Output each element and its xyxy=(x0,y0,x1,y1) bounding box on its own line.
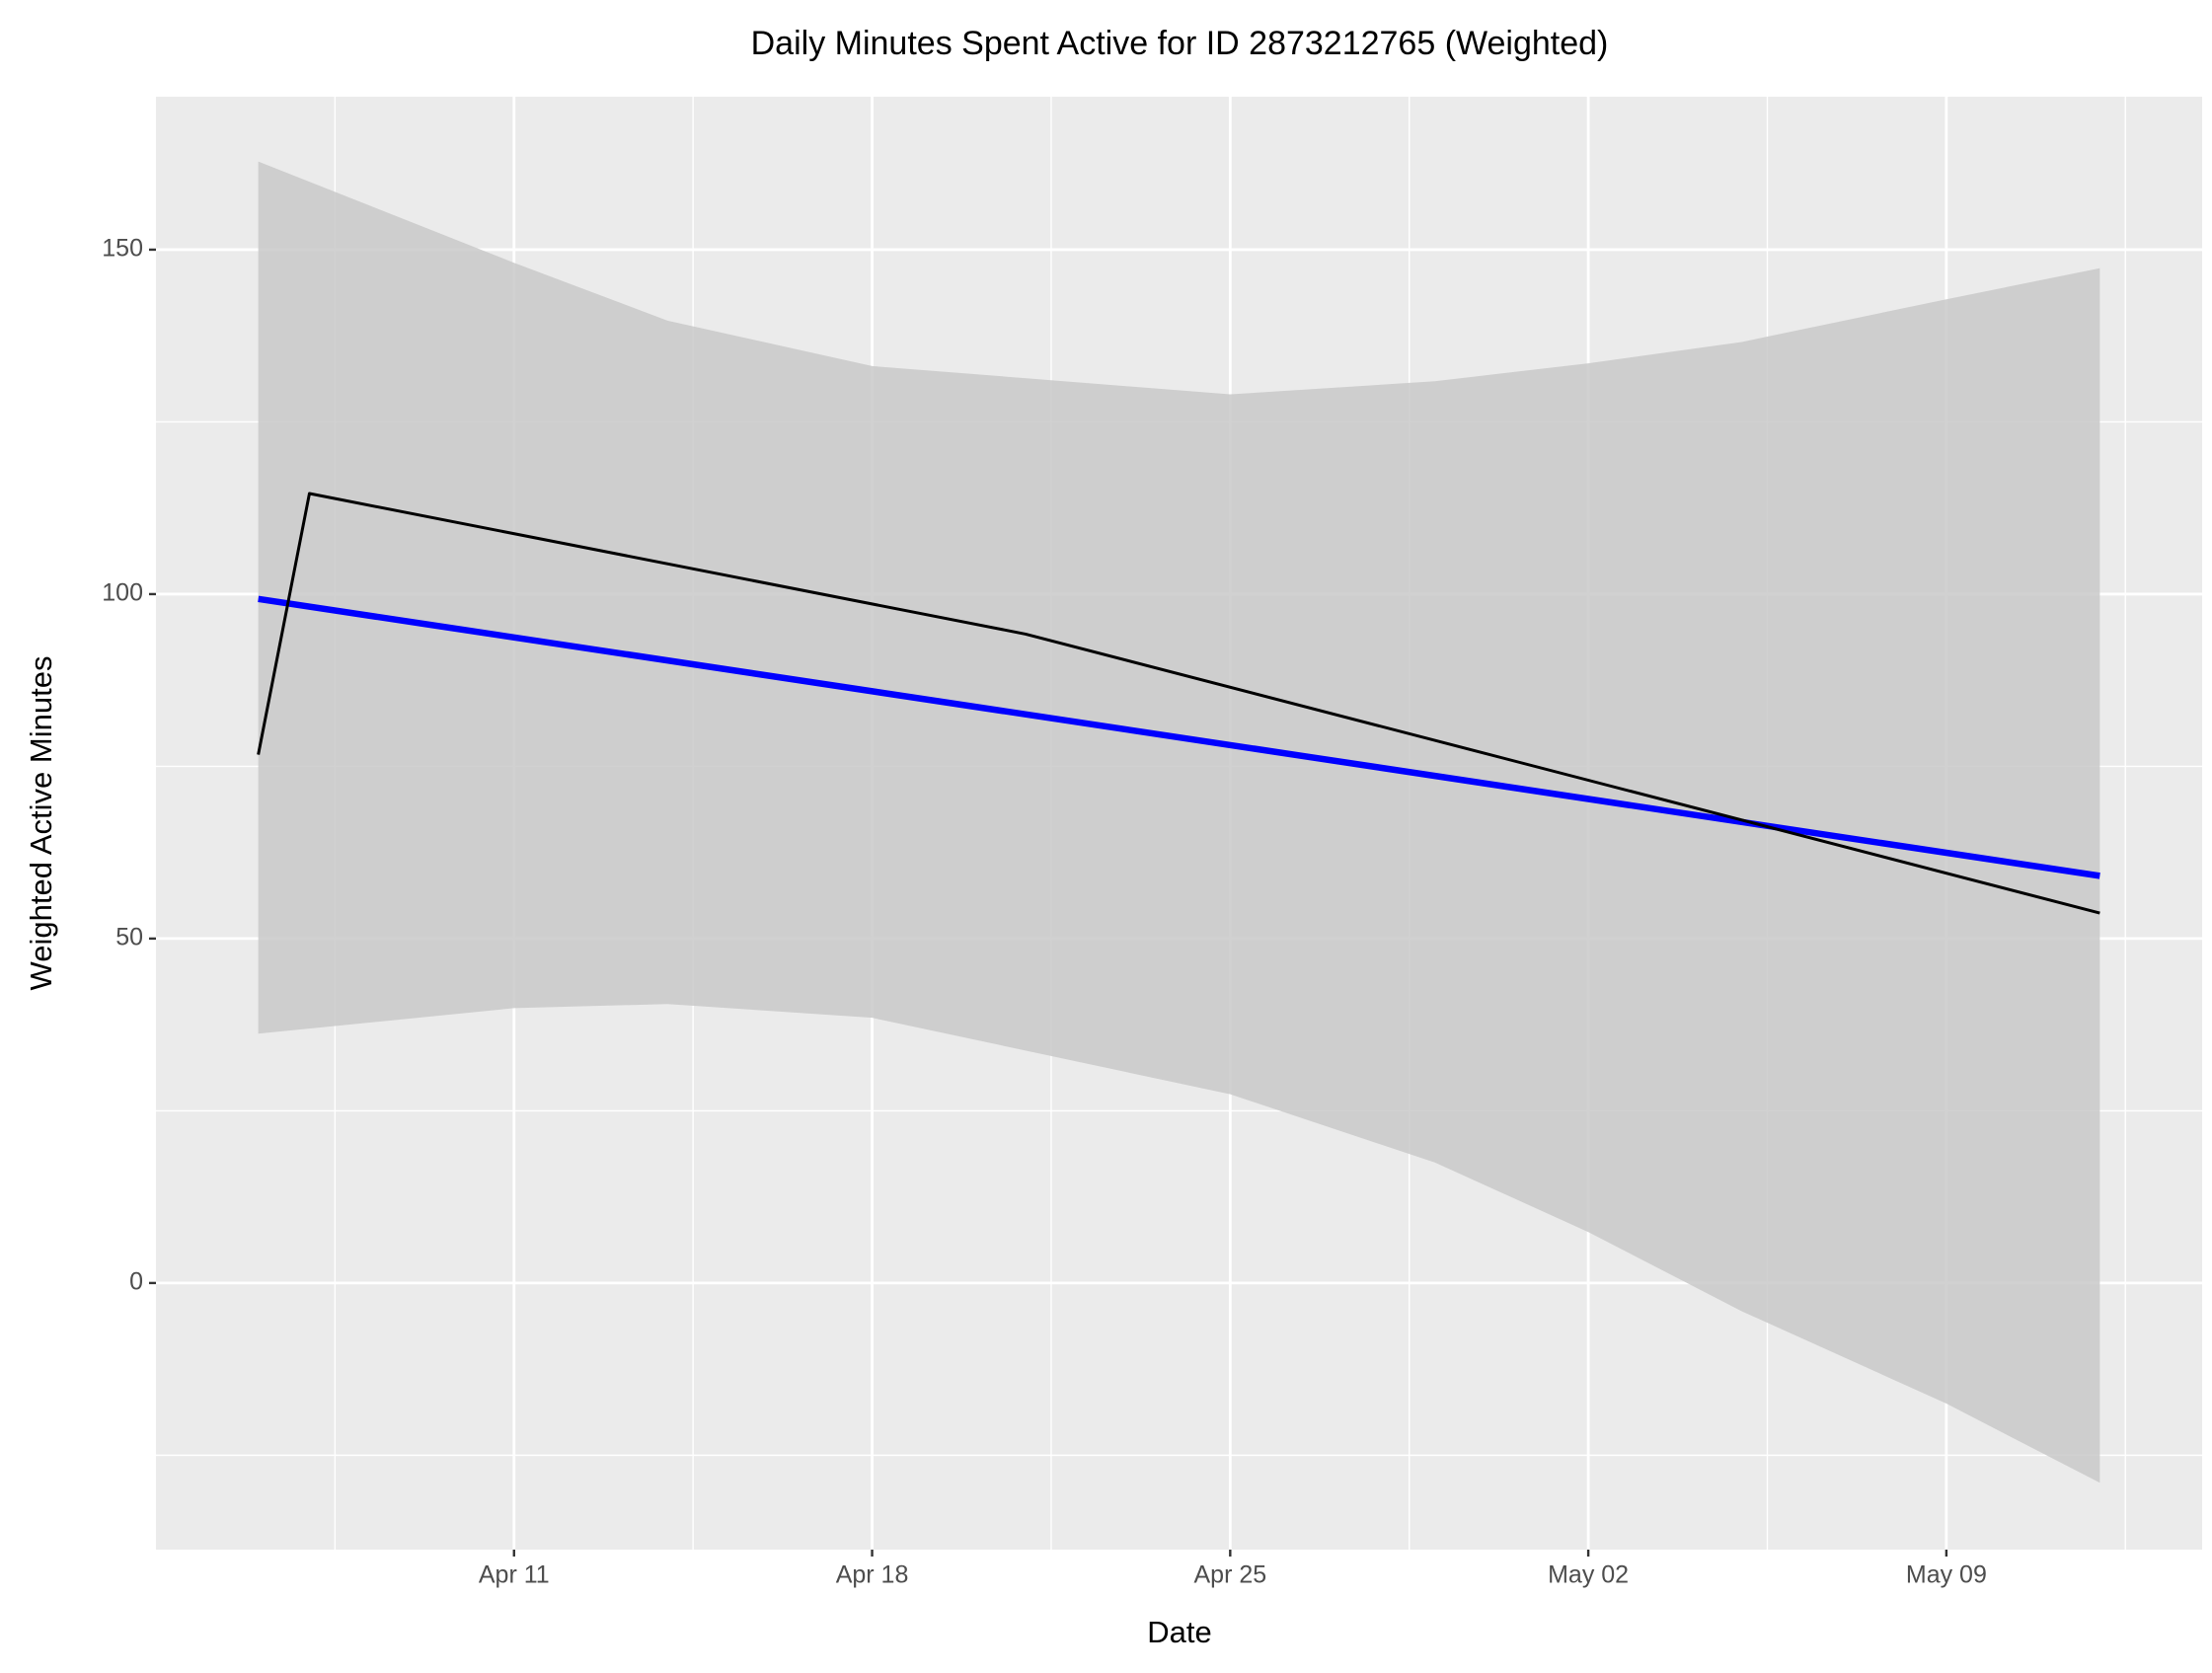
fit-line xyxy=(258,595,2100,879)
x-tick-label: Apr 25 xyxy=(1193,1561,1266,1589)
data-line xyxy=(257,492,2100,915)
y-tick-label: 50 xyxy=(115,924,143,951)
chart-title: Daily Minutes Spent Active for ID 287321… xyxy=(751,25,1609,62)
y-tick-label: 100 xyxy=(102,579,143,607)
y-tick-label: 150 xyxy=(102,235,143,263)
x-tick-label: Apr 18 xyxy=(836,1561,909,1589)
x-tick-label: May 09 xyxy=(1906,1561,1987,1589)
x-axis-title: Date xyxy=(1147,1615,1211,1649)
x-tick-label: May 02 xyxy=(1548,1561,1629,1589)
y-axis-title: Weighted Active Minutes xyxy=(24,656,58,991)
x-tick-label: Apr 11 xyxy=(479,1561,550,1589)
y-tick-label: 0 xyxy=(129,1267,143,1295)
confidence-band xyxy=(258,161,2100,1483)
